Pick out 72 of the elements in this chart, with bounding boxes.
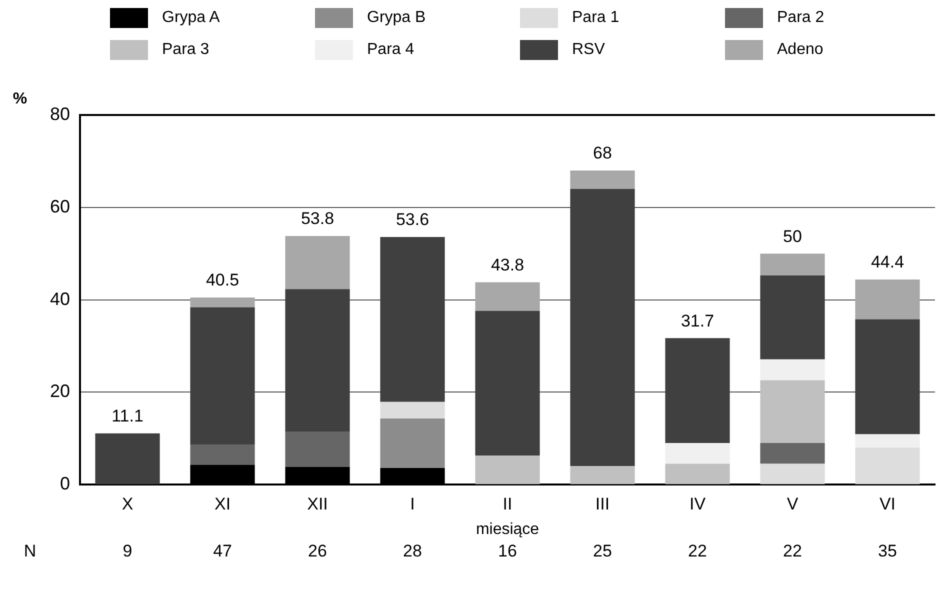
total-label: 53.6: [396, 210, 430, 230]
y-tick-label: 60: [50, 196, 70, 216]
bar: [855, 434, 920, 448]
bar: [475, 455, 540, 484]
x-tick-label: XII: [307, 494, 328, 514]
total-label: 44.4: [870, 252, 904, 272]
legend-label: Adeno: [777, 41, 824, 59]
legend-label: Grypa B: [367, 9, 426, 27]
bar: [380, 236, 445, 402]
text: N: [24, 541, 36, 560]
text: 22: [783, 541, 802, 560]
total-label: 50: [783, 226, 802, 246]
legend-label: Para 4: [367, 41, 414, 59]
total-label: 11.1: [112, 406, 144, 426]
bar: [855, 448, 920, 484]
bar: [760, 464, 825, 484]
x-tick-label: IV: [689, 494, 706, 514]
text: 16: [498, 541, 517, 560]
bar: [570, 466, 635, 484]
y-axis-title: %: [12, 90, 28, 108]
bar: [570, 170, 635, 189]
x-tick-label: X: [122, 494, 134, 514]
bar: [95, 433, 160, 484]
bar: [285, 431, 350, 468]
bar: [190, 307, 255, 445]
text: 28: [403, 541, 422, 560]
y-tick-label: 80: [50, 104, 70, 124]
bar: [855, 319, 920, 434]
x-tick-label: III: [595, 494, 610, 514]
bar: [665, 443, 730, 464]
bar: [855, 279, 920, 320]
bar: [570, 188, 635, 466]
legend-label: RSV: [572, 41, 605, 59]
x-tick-label: VI: [879, 494, 896, 514]
bar: [760, 275, 825, 360]
y-tick-label: 0: [60, 474, 70, 494]
bar: [665, 338, 730, 444]
x-axis-title: miesiące: [476, 521, 540, 538]
x-tick-label: V: [786, 494, 799, 514]
text: 25: [593, 541, 612, 560]
total-label: 53.8: [300, 209, 334, 228]
bar: [475, 282, 540, 311]
legend-label: Para 1: [572, 9, 620, 27]
x-tick-label: I: [410, 494, 415, 514]
bar: [380, 418, 445, 468]
bar: [380, 402, 445, 419]
x-tick-label: II: [502, 494, 512, 514]
y-tick-label: 40: [50, 288, 70, 309]
text: 9: [122, 541, 132, 560]
bar: [475, 310, 540, 456]
total-label: 68: [593, 144, 612, 163]
total-label: 43.8: [490, 255, 524, 274]
text: 22: [688, 541, 707, 560]
legend-label: Para 2: [777, 9, 824, 27]
bar: [190, 444, 255, 465]
text: 47: [213, 541, 232, 560]
text: 26: [308, 541, 327, 560]
y-tick-label: 20: [50, 381, 70, 402]
bar: [190, 297, 255, 308]
bar: [760, 359, 825, 380]
text: 35: [878, 541, 897, 560]
bar: [285, 236, 350, 290]
legend-label: Para 3: [162, 41, 210, 59]
total-label: 40.5: [206, 270, 240, 290]
bar: [760, 254, 825, 276]
bar: [760, 443, 825, 464]
bar: [665, 464, 730, 484]
total-label: 31.7: [680, 311, 714, 330]
bar: [285, 289, 350, 432]
bar: [760, 380, 825, 444]
x-tick-label: XI: [214, 494, 231, 514]
legend-label: Grypa A: [162, 9, 220, 27]
